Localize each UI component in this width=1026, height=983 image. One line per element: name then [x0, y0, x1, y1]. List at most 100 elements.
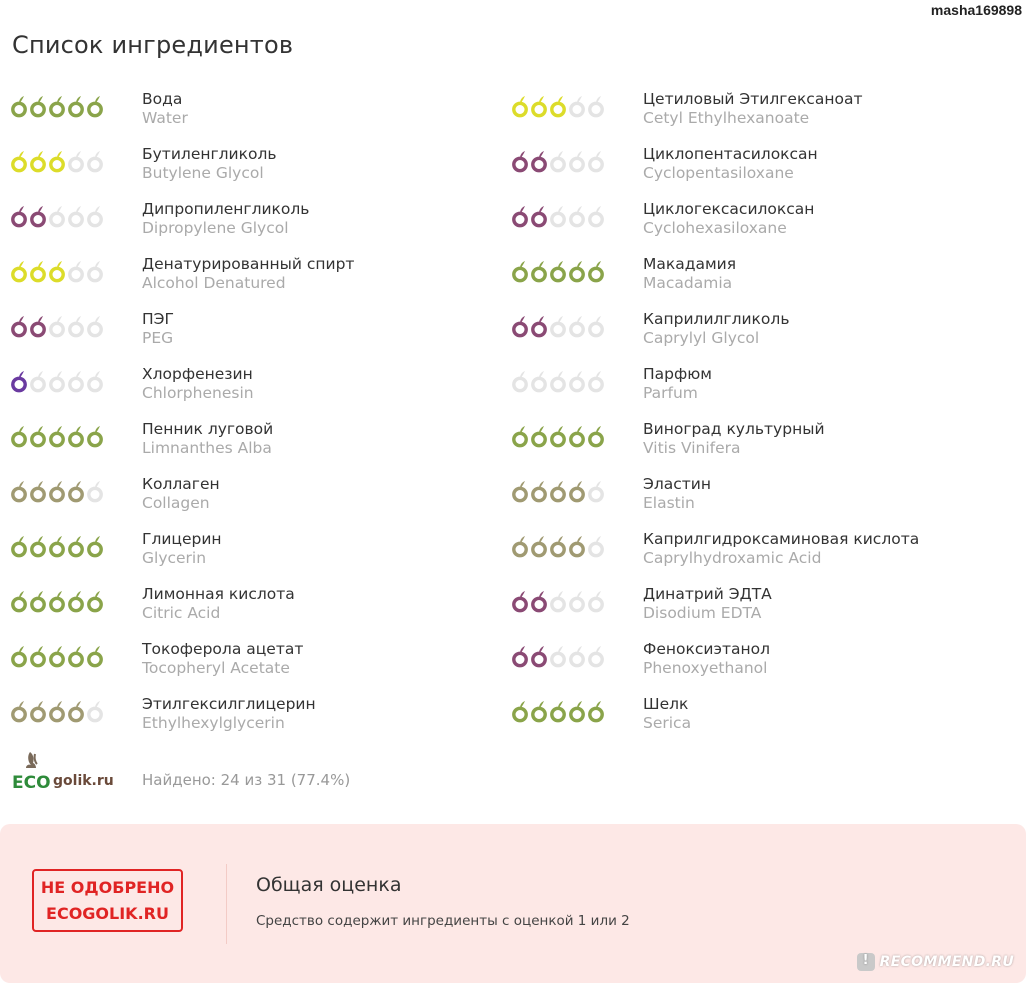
ingredient-rating: [10, 534, 104, 558]
ingredient-name-ru[interactable]: Хлорфенезин: [142, 365, 253, 383]
ingredient-row[interactable]: Лимонная кислота Citric Acid: [10, 583, 490, 638]
rating-drop-icon: [569, 646, 585, 668]
rating-drop-icon: [569, 591, 585, 613]
ingredient-names: Феноксиэтанол Phenoxyethanol: [643, 640, 770, 678]
ingredient-name-ru[interactable]: Бутиленгликоль: [142, 145, 277, 163]
ingredient-name-ru[interactable]: Шелк: [643, 695, 689, 713]
ingredient-row[interactable]: Токоферола ацетат Tocopheryl Acetate: [10, 638, 490, 693]
username[interactable]: masha169898: [930, 2, 1022, 18]
rating-drop-icon: [30, 701, 46, 723]
ingredient-name-ru[interactable]: Эластин: [643, 475, 711, 493]
ingredient-name-ru[interactable]: Токоферола ацетат: [142, 640, 304, 658]
ingredient-names: Вода Water: [142, 90, 188, 128]
rating-drop-icon: [11, 536, 27, 558]
ingredient-row[interactable]: Циклопентасилоксан Cyclopentasiloxane: [511, 143, 991, 198]
ingredient-names: Бутиленгликоль Butylene Glycol: [142, 145, 277, 183]
ingredient-name-ru[interactable]: Пенник луговой: [142, 420, 274, 438]
ingredient-row[interactable]: Каприлгидроксаминовая кислота Caprylhydro…: [511, 528, 991, 583]
rating-drop-icon: [30, 591, 46, 613]
rating-drop-icon: [550, 481, 566, 503]
ingredient-rating: [511, 589, 605, 613]
ingredient-row[interactable]: Парфюм Parfum: [511, 363, 991, 418]
ingredient-name-en: Vitis Vinifera: [643, 439, 741, 457]
ingredient-rating: [10, 259, 104, 283]
ingredient-name-ru[interactable]: ПЭГ: [142, 310, 174, 328]
ingredient-name-ru[interactable]: Циклогексасилоксан: [643, 200, 815, 218]
ingredient-name-ru[interactable]: Каприлилгликоль: [643, 310, 790, 328]
ingredient-name-ru[interactable]: Этилгексилглицерин: [142, 695, 316, 713]
ingredient-names: Парфюм Parfum: [643, 365, 712, 403]
ingredient-name-ru[interactable]: Виноград культурный: [643, 420, 825, 438]
rating-drop-icon: [30, 96, 46, 118]
rating-drop-icon: [30, 481, 46, 503]
rating-drop-icon: [49, 261, 65, 283]
ingredient-row[interactable]: Динатрий ЭДТА Disodium EDTA: [511, 583, 991, 638]
ingredient-row[interactable]: Пенник луговой Limnanthes Alba: [10, 418, 490, 473]
rating-drop-icon: [531, 261, 547, 283]
ingredient-row[interactable]: Этилгексилглицерин Ethylhexylglycerin: [10, 693, 490, 748]
rating-drop-icon: [588, 591, 604, 613]
ingredient-row[interactable]: Цетиловый Этилгексаноат Cetyl Ethylhexano…: [511, 88, 991, 143]
rating-drop-icon: [569, 261, 585, 283]
ingredient-names: ПЭГ PEG: [142, 310, 174, 348]
rating-drop-icon: [531, 371, 547, 393]
rating-drop-icon: [30, 426, 46, 448]
rating-drop-icon: [11, 426, 27, 448]
ingredient-row[interactable]: Виноград культурный Vitis Vinifera: [511, 418, 991, 473]
ingredient-name-en: Collagen: [142, 494, 210, 512]
ingredient-names: Каприлилгликоль Caprylyl Glycol: [643, 310, 789, 348]
ingredients-column-left: Вода Water Бутиленгликоль Butylene Glycol Ди…: [10, 88, 490, 748]
rating-drop-icon: [512, 481, 528, 503]
ingredient-name-ru[interactable]: Лимонная кислота: [142, 585, 295, 603]
rating-drop-icon: [531, 96, 547, 118]
ingredient-rating: [511, 424, 605, 448]
ecogolik-logo[interactable]: ECO golik.ru: [12, 750, 124, 796]
ingredient-rating: [511, 369, 605, 393]
ingredient-row[interactable]: Циклогексасилоксан Cyclohexasiloxane: [511, 198, 991, 253]
ingredient-row[interactable]: Денатурированный спирт Alcohol Denatured: [10, 253, 490, 308]
ingredient-row[interactable]: Эластин Elastin: [511, 473, 991, 528]
ingredient-row[interactable]: Феноксиэтанол Phenoxyethanol: [511, 638, 991, 693]
ingredient-name-en: Cyclohexasiloxane: [643, 219, 787, 237]
ingredient-name-ru[interactable]: Каприлгидроксаминовая кислота: [643, 530, 920, 548]
ingredient-name-ru[interactable]: Дипропиленгликоль: [142, 200, 310, 218]
ingredient-name-en: Cyclopentasiloxane: [643, 164, 794, 182]
ingredient-rating: [511, 314, 605, 338]
svg-text:golik.ru: golik.ru: [53, 773, 114, 789]
ingredient-name-ru[interactable]: Вода: [142, 90, 183, 108]
ingredient-row[interactable]: Каприлилгликоль Caprylyl Glycol: [511, 308, 991, 363]
ingredient-row[interactable]: Дипропиленгликоль Dipropylene Glycol: [10, 198, 490, 253]
stamp-line-2: ECOGOLIK.RU: [46, 904, 169, 923]
ingredient-rating: [10, 94, 104, 118]
ingredient-name-ru[interactable]: Динатрий ЭДТА: [643, 585, 772, 603]
ingredient-row[interactable]: Коллаген Collagen: [10, 473, 490, 528]
ingredient-row[interactable]: Макадамия Macadamia: [511, 253, 991, 308]
ingredient-names: Пенник луговой Limnanthes Alba: [142, 420, 273, 458]
rating-drop-icon: [588, 206, 604, 228]
watermark-text: RECOMMEND.RU: [879, 954, 1014, 970]
rating-drop-icon: [588, 701, 604, 723]
ingredient-row[interactable]: Хлорфенезин Chlorphenesin: [10, 363, 490, 418]
ingredient-name-ru[interactable]: Феноксиэтанол: [643, 640, 771, 658]
ingredient-row[interactable]: Глицерин Glycerin: [10, 528, 490, 583]
rating-drop-icon: [68, 701, 84, 723]
ingredient-name-en: Caprylyl Glycol: [643, 329, 760, 347]
ingredient-name-ru[interactable]: Цетиловый Этилгексаноат: [643, 90, 863, 108]
svg-text:ECO: ECO: [12, 773, 51, 792]
rating-drop-icon: [569, 206, 585, 228]
ingredient-row[interactable]: ПЭГ PEG: [10, 308, 490, 363]
ingredient-row[interactable]: Шелк Serica: [511, 693, 991, 748]
ingredient-name-ru[interactable]: Денатурированный спирт: [142, 255, 355, 273]
ingredient-name-en: PEG: [142, 329, 174, 347]
rating-drop-icon: [68, 646, 84, 668]
ingredient-name-ru[interactable]: Глицерин: [142, 530, 222, 548]
ingredient-name-ru[interactable]: Макадамия: [643, 255, 737, 273]
ingredient-row[interactable]: Вода Water: [10, 88, 490, 143]
ingredient-name-ru[interactable]: Циклопентасилоксан: [643, 145, 818, 163]
ingredient-name-en: Cetyl Ethylhexanoate: [643, 109, 810, 127]
rating-drop-icon: [87, 536, 103, 558]
ingredient-name-ru[interactable]: Коллаген: [142, 475, 220, 493]
ingredient-name-ru[interactable]: Парфюм: [643, 365, 712, 383]
rating-drop-icon: [30, 261, 46, 283]
ingredient-row[interactable]: Бутиленгликоль Butylene Glycol: [10, 143, 490, 198]
